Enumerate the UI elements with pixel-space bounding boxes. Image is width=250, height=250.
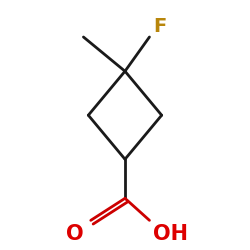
Text: OH: OH [153, 224, 188, 244]
Text: O: O [66, 224, 84, 244]
Text: F: F [153, 16, 166, 36]
